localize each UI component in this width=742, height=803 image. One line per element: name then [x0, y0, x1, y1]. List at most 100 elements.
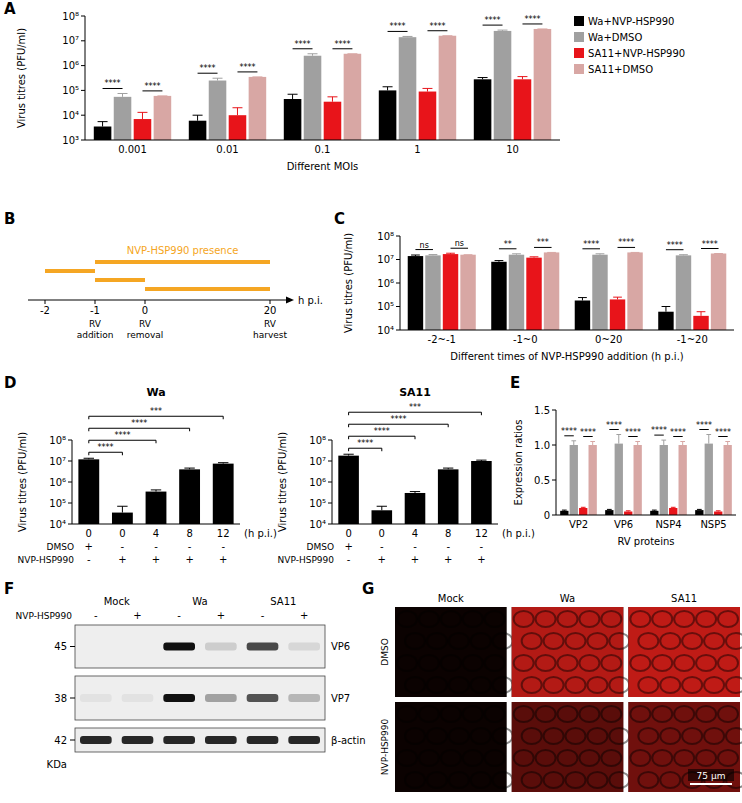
- significance: ns: [415, 241, 433, 250]
- cell-outline: [674, 655, 694, 671]
- y-tick-label: 10⁴: [62, 110, 79, 121]
- cell-outline: [682, 728, 702, 744]
- error-cap: [714, 253, 723, 254]
- error-bar: [679, 254, 688, 256]
- mw-tick: [70, 698, 75, 699]
- bar: [249, 77, 267, 140]
- band: [122, 694, 154, 702]
- error-cap: [478, 77, 488, 78]
- image-signal: [395, 607, 507, 697]
- cell-outline: [485, 655, 505, 671]
- error-cap: [725, 441, 730, 442]
- x-tick-label: VP2: [569, 519, 588, 530]
- significance: ****: [293, 40, 313, 49]
- legend-swatch: [574, 64, 584, 74]
- error-bar: [446, 253, 455, 255]
- bar: [324, 102, 342, 140]
- lane-sign: -: [94, 610, 98, 621]
- y-tick: [81, 115, 85, 116]
- bar: [679, 445, 687, 515]
- bar: [419, 92, 437, 140]
- scale-bar-label: 75 μm: [697, 771, 726, 781]
- cell-outline: [579, 750, 599, 766]
- error-cap: [151, 489, 161, 490]
- cell-outline: [427, 677, 447, 693]
- error-line: [102, 122, 103, 127]
- error-cap: [562, 510, 567, 511]
- arrow-head: [286, 297, 294, 304]
- y-tick-label: 0: [544, 510, 550, 521]
- error-bar: [616, 435, 621, 444]
- bar: [534, 29, 552, 140]
- cell-outline: [536, 750, 556, 766]
- cell-outline: [660, 772, 680, 788]
- cell-outline: [544, 728, 564, 744]
- treatment-sign: +: [444, 554, 452, 565]
- cell-outline: [485, 611, 505, 627]
- lane-sign: +: [133, 610, 141, 621]
- significance: ****: [349, 439, 382, 451]
- lane-group: Wa: [192, 596, 207, 607]
- y-tick: [81, 65, 85, 66]
- image-ground: [395, 702, 507, 792]
- y-tick: [328, 503, 332, 504]
- marks: [78, 458, 233, 524]
- mw-tick: [70, 646, 75, 647]
- error-cap: [422, 88, 432, 89]
- time-axis: [28, 300, 288, 301]
- error-bar: [517, 77, 527, 80]
- legend-label: SA11+NVP-HSP990: [588, 48, 685, 59]
- x-axis: [85, 140, 560, 141]
- cell-outline: [449, 728, 469, 744]
- error-bar: [581, 507, 586, 509]
- error-bar: [117, 506, 127, 512]
- cell-outline: [682, 633, 702, 649]
- cell-outline: [726, 633, 742, 649]
- lane-group: SA11: [270, 596, 296, 607]
- error-bar: [716, 510, 721, 512]
- error-bar: [157, 95, 167, 96]
- event-line: addition: [77, 330, 114, 340]
- error-bar: [410, 492, 420, 493]
- y-tick-label: 10⁶: [309, 477, 326, 488]
- significance: ****: [561, 427, 577, 436]
- significance-label: ****: [667, 241, 683, 250]
- error-bar: [697, 312, 706, 316]
- error-cap: [590, 441, 595, 442]
- row-label: NVP-HSP990: [18, 555, 75, 565]
- bar: [229, 115, 247, 140]
- chart: 00.51.01.5VP2VP6NSP4NSP5Expression ratio…: [513, 405, 736, 548]
- cell-outline: [638, 772, 658, 788]
- error-cap: [680, 441, 685, 442]
- error-cap: [530, 256, 539, 257]
- x-axis-title: Different MOIs: [287, 161, 359, 172]
- error-bar: [422, 88, 432, 91]
- significance: ****: [715, 428, 731, 437]
- cell-outline: [718, 750, 738, 766]
- cell-outline: [609, 633, 629, 649]
- band: [288, 736, 320, 744]
- legend-swatch: [574, 16, 584, 26]
- significance-label: ****: [606, 421, 622, 430]
- presence-bar: [45, 269, 95, 273]
- cell-outline: [579, 655, 599, 671]
- error-cap: [706, 434, 711, 435]
- row-label: NVP-HSP990: [380, 719, 390, 776]
- significance: ****: [89, 419, 190, 431]
- error-line: [381, 506, 382, 510]
- y-tick: [68, 503, 72, 504]
- event-line: harvest: [253, 330, 287, 340]
- significance-label: ****: [625, 428, 641, 437]
- error-bar: [661, 440, 666, 445]
- significance-label: ****: [390, 415, 406, 424]
- error-bar: [218, 462, 228, 464]
- bar: [338, 456, 359, 524]
- error-bar: [137, 112, 147, 119]
- column-label: SA11: [671, 593, 697, 604]
- cell-outline: [587, 728, 607, 744]
- bar: [425, 255, 440, 330]
- image-signal: [512, 607, 624, 697]
- error-cap: [596, 253, 605, 254]
- cell-outline: [704, 728, 724, 744]
- lane-sign: +: [217, 610, 225, 621]
